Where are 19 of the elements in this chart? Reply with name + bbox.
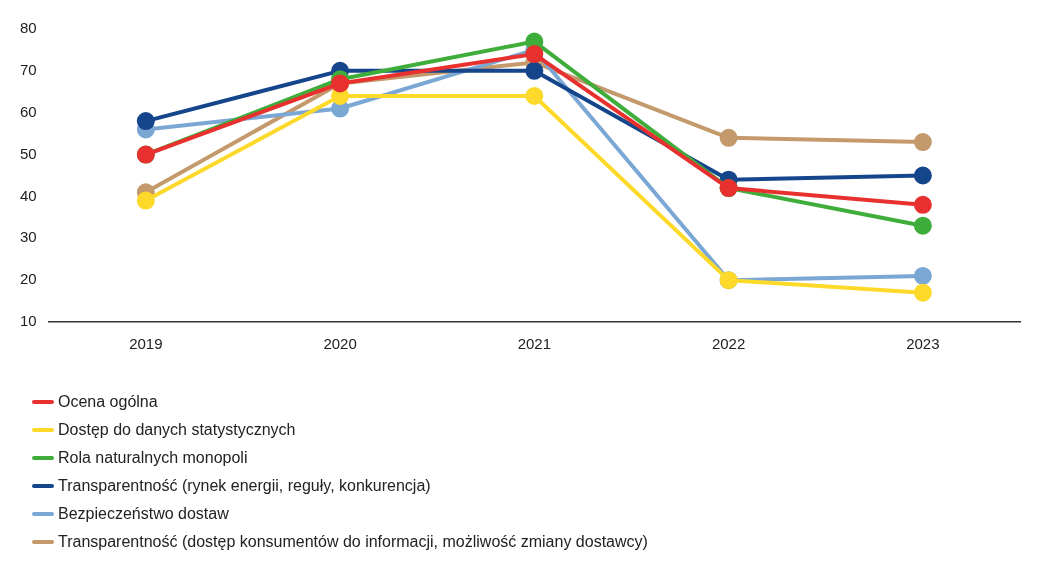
legend-label: Ocena ogólna: [58, 393, 158, 411]
y-tick-label: 30: [20, 228, 37, 246]
y-tick-label: 10: [20, 312, 37, 330]
legend-label: Bezpieczeństwo dostaw: [58, 505, 229, 523]
legend-label: Dostęp do danych statystycznych: [58, 421, 296, 439]
y-tick-label: 70: [20, 61, 37, 78]
x-tick-label: 2023: [906, 335, 940, 353]
x-tick-label: 2021: [517, 335, 552, 353]
y-tick-label: 60: [20, 102, 37, 120]
y-tick-label: 20: [20, 270, 37, 288]
y-tick-label: 40: [20, 186, 37, 204]
x-tick-label: 2022: [711, 335, 746, 353]
x-tick-label: 2020: [323, 335, 357, 353]
legend-label: Transparentność (dostęp konsumentów do informacji, możliwość zmiany dostawcy): [58, 533, 648, 551]
y-tick-label: 50: [20, 144, 37, 162]
legend-label: Rola naturalnych monopoli: [58, 449, 248, 467]
legend-label: Transparentność (rynek energii, reguły, konkurencja): [58, 477, 431, 495]
y-tick-label: 80: [20, 19, 37, 37]
x-tick-label: 2019: [129, 335, 163, 353]
